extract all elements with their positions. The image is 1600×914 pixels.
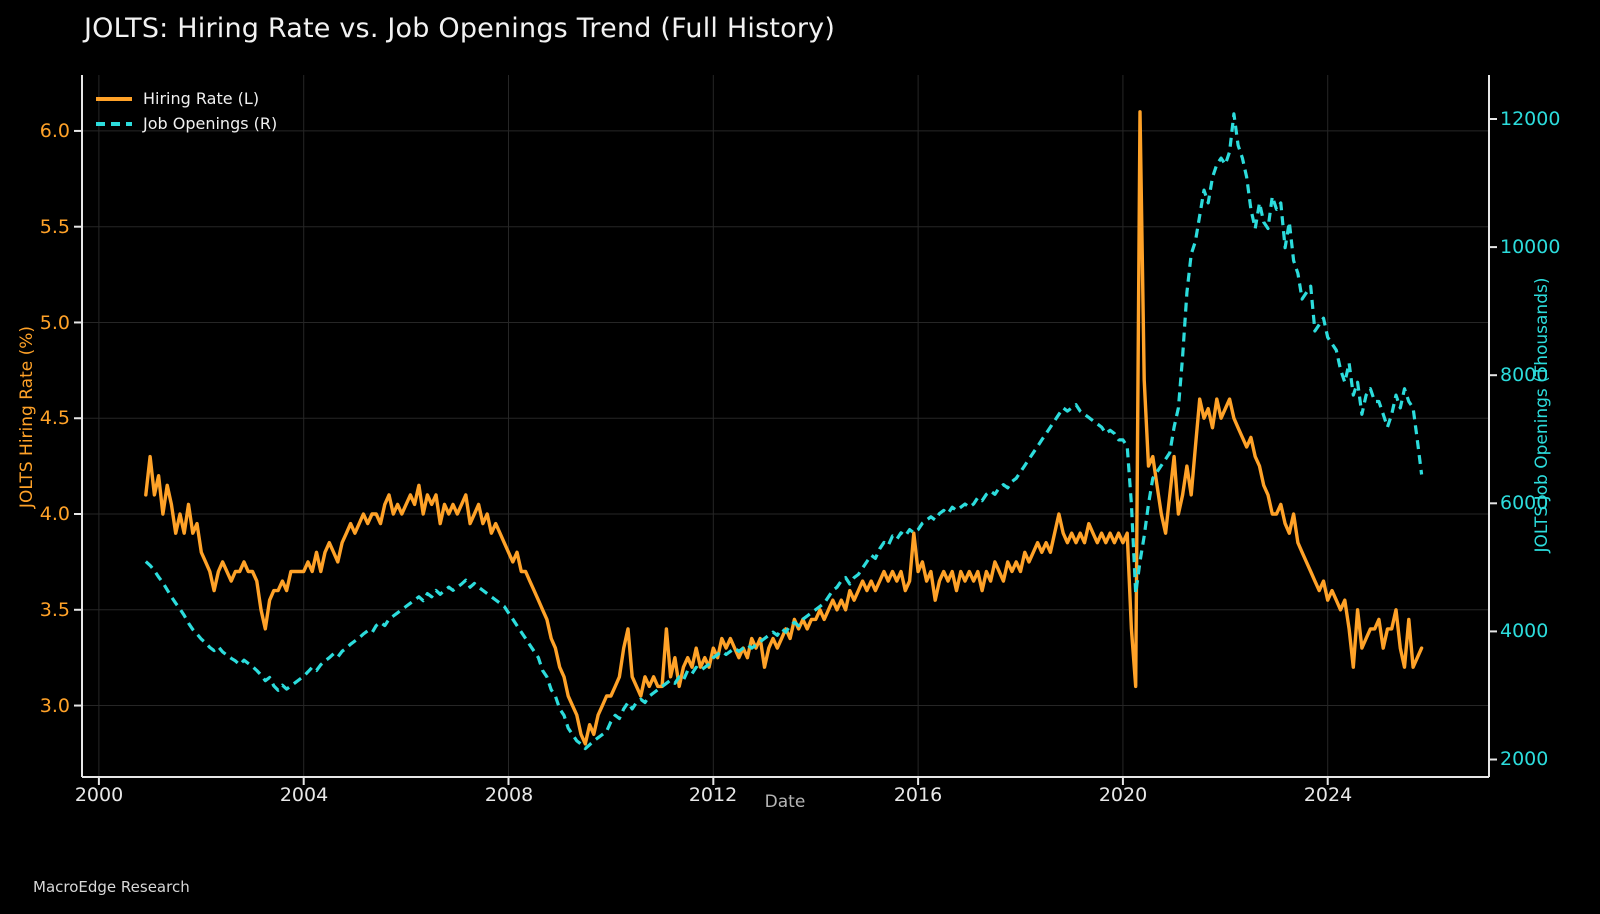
x-axis-tick: 2012 xyxy=(688,784,738,806)
left-axis-tick: 4.5 xyxy=(39,407,70,429)
left-axis-tick: 4.0 xyxy=(39,503,70,525)
job-openings-line xyxy=(144,112,1424,751)
page-title: JOLTS: Hiring Rate vs. Job Openings Tren… xyxy=(84,13,836,44)
right-axis-tick: 12000 xyxy=(1500,108,1561,130)
x-axis-tick: 2008 xyxy=(484,784,534,806)
left-axis-tick: 3.5 xyxy=(39,599,70,621)
left-axis-tick: 3.0 xyxy=(39,695,70,717)
right-axis-tick: 10000 xyxy=(1500,236,1561,258)
right-axis-tick: 4000 xyxy=(1500,620,1549,642)
job-openings-line-swatch xyxy=(96,121,132,126)
x-axis-tick: 2020 xyxy=(1098,784,1148,806)
x-axis-title: Date xyxy=(764,792,806,812)
legend-item-job-openings: Job Openings (R) xyxy=(96,111,277,136)
right-axis-tick: 6000 xyxy=(1500,492,1549,514)
left-axis-tick: 5.0 xyxy=(39,312,70,334)
x-axis-tick: 2004 xyxy=(279,784,329,806)
x-axis-tick: 2000 xyxy=(74,784,124,806)
x-axis-tick: 2016 xyxy=(893,784,943,806)
left-axis-tick: 5.5 xyxy=(39,216,70,238)
legend-label: Hiring Rate (L) xyxy=(143,89,260,108)
watermark: MacroEdge Research xyxy=(33,878,190,896)
hiring-rate-line-swatch xyxy=(96,96,132,101)
legend-label: Job Openings (R) xyxy=(143,114,278,133)
x-axis-tick: 2024 xyxy=(1303,784,1353,806)
legend: Hiring Rate (L) Job Openings (R) xyxy=(96,86,277,136)
left-axis-tick: 6.0 xyxy=(39,120,70,142)
right-axis-title: JOLTS Job Openings (Thousands) xyxy=(1532,277,1552,553)
right-axis-tick: 8000 xyxy=(1500,364,1549,386)
right-axis-tick: 2000 xyxy=(1500,748,1549,770)
hiring-rate-line xyxy=(144,110,1424,746)
legend-item-hiring-rate: Hiring Rate (L) xyxy=(96,86,277,111)
